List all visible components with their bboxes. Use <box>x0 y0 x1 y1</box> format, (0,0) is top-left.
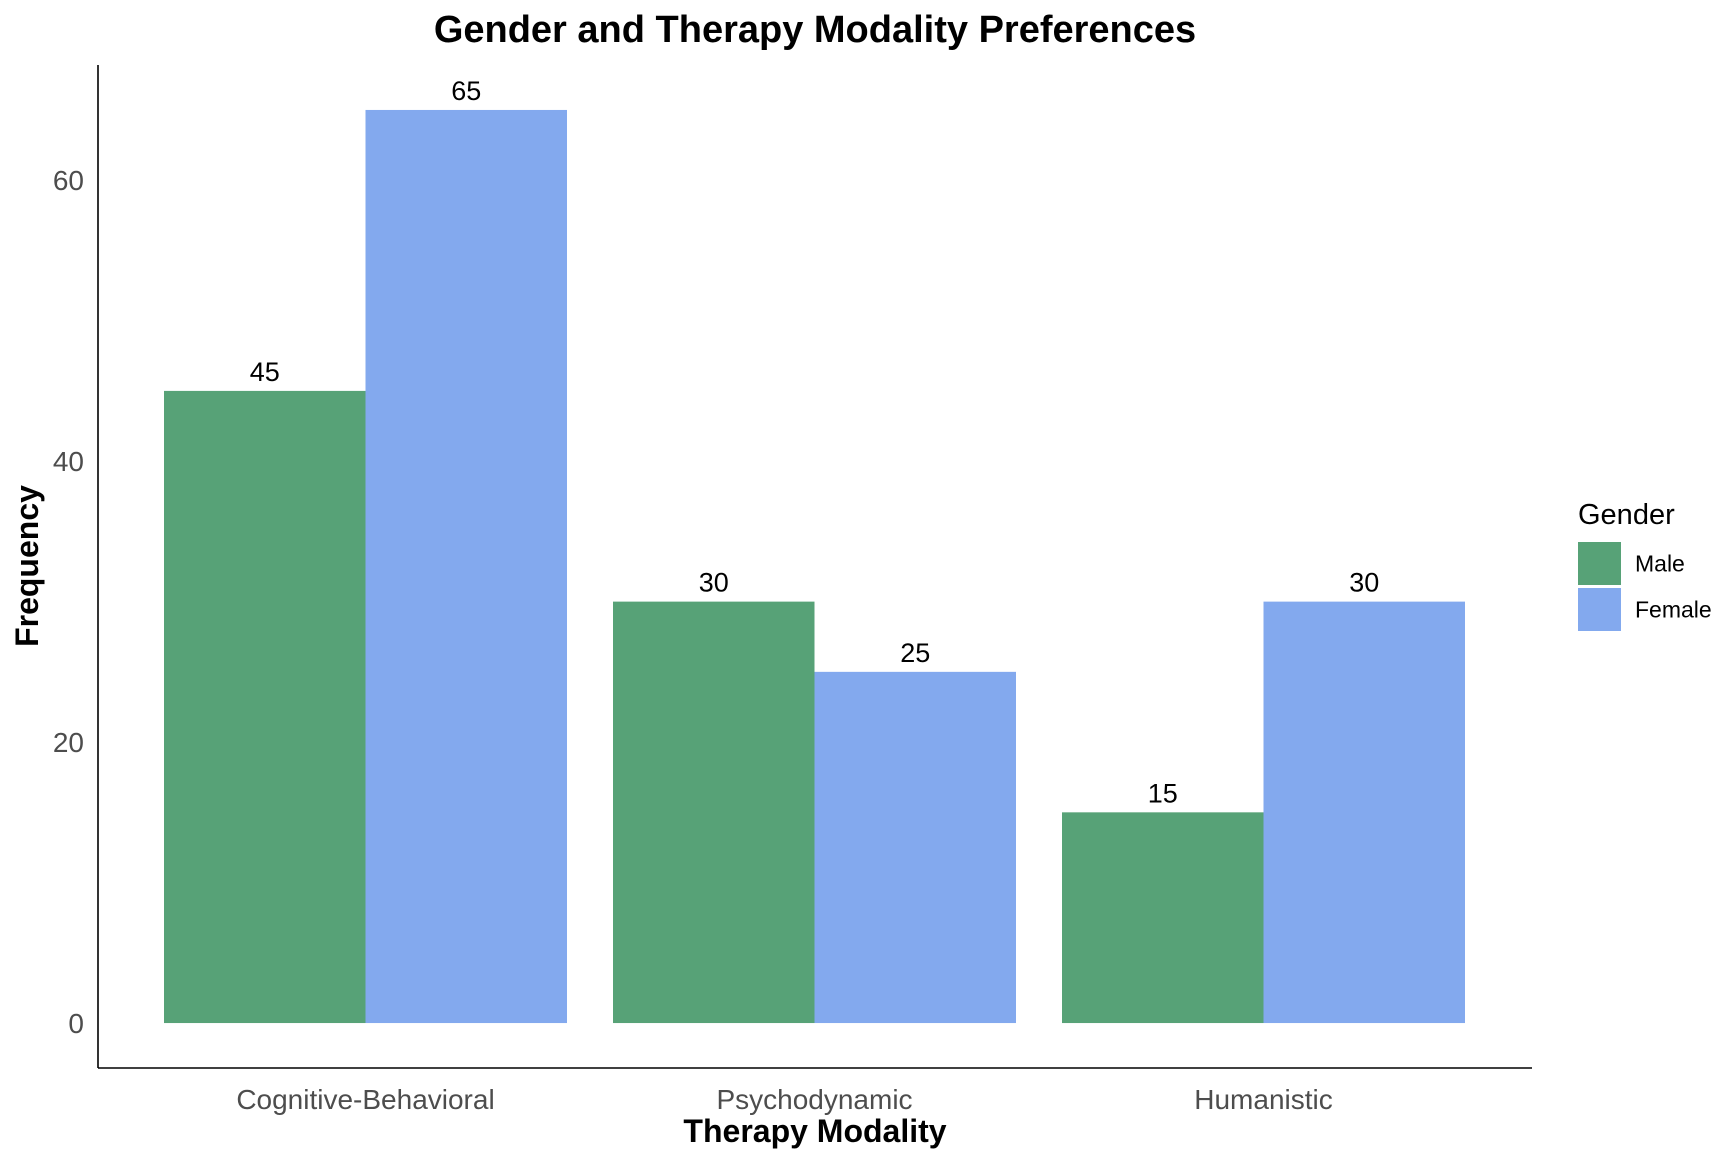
x-tick-label-cognitive-behavioral: Cognitive-Behavioral <box>236 1084 494 1115</box>
x-tick-label-humanistic: Humanistic <box>1194 1084 1332 1115</box>
bar-psychodynamic-female <box>814 671 1016 1024</box>
y-axis-ticks: 0 20 40 60 <box>53 165 84 1039</box>
data-label-humanistic-female: 30 <box>1349 568 1379 598</box>
chart-title: Gender and Therapy Modality Preferences <box>434 9 1196 51</box>
bar-psychodynamic-male <box>613 601 815 1024</box>
bar-humanistic-female <box>1263 601 1465 1024</box>
bar-humanistic-male <box>1062 812 1264 1024</box>
y-axis-title: Frequency <box>9 485 45 647</box>
y-tick-label-20: 20 <box>53 727 84 758</box>
data-label-psychodynamic-female: 25 <box>900 638 930 668</box>
bar-cognitive-behavioral-female <box>365 109 567 1024</box>
legend-key-female <box>1578 588 1621 631</box>
y-tick-label-0: 0 <box>68 1008 84 1039</box>
data-labels-layer: 45 65 30 25 15 30 <box>250 76 1380 808</box>
bar-cognitive-behavioral-male <box>164 390 366 1024</box>
data-label-psychodynamic-male: 30 <box>699 568 729 598</box>
data-label-cognitive-behavioral-female: 65 <box>451 76 481 106</box>
y-tick-label-60: 60 <box>53 165 84 196</box>
x-axis-ticks: Cognitive-Behavioral Psychodynamic Humanis… <box>236 1084 1332 1115</box>
bars-layer <box>164 109 1465 1024</box>
legend-label-male: Male <box>1635 551 1685 577</box>
x-axis-title: Therapy Modality <box>683 1113 946 1149</box>
data-label-humanistic-male: 15 <box>1148 778 1178 808</box>
data-label-cognitive-behavioral-male: 45 <box>250 357 280 387</box>
legend-label-female: Female <box>1635 597 1712 623</box>
legend-key-male <box>1578 542 1621 585</box>
legend-title: Gender <box>1578 499 1675 531</box>
x-tick-label-psychodynamic: Psychodynamic <box>716 1084 912 1115</box>
legend: Gender Male Female <box>1578 499 1712 631</box>
plot-area: 45 65 30 25 15 30 0 20 40 60 Cognitive-Behaviora… <box>53 65 1532 1115</box>
y-tick-label-40: 40 <box>53 446 84 477</box>
legend-items: Male Female <box>1578 542 1712 631</box>
